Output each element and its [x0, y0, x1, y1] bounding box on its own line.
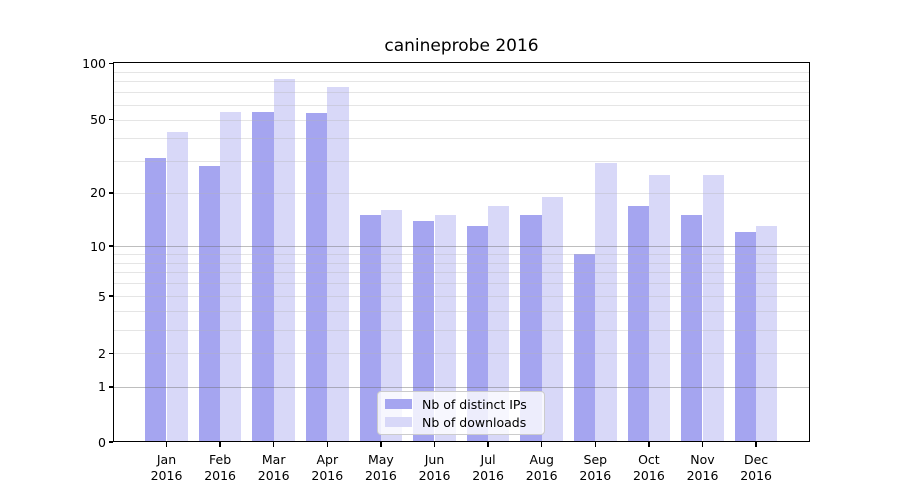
bar-distinct-ips-jan: [145, 158, 167, 442]
x-tick-jun: [433, 442, 436, 447]
x-tick-feb: [219, 442, 221, 447]
gridline-y-50: [113, 119, 810, 121]
bar-distinct-ips-apr: [305, 113, 328, 442]
x-tick-oct: [648, 442, 650, 447]
gridline-y-4: [113, 311, 810, 313]
y-tick-5: [109, 295, 113, 297]
bar-downloads-mar: [273, 79, 296, 442]
legend-label-downloads: Nb of downloads: [422, 414, 527, 430]
y-tick-20: [109, 192, 113, 194]
x-tick-label-sep: Sep 2016: [579, 452, 612, 483]
y-tick-label-5: 5: [98, 288, 106, 304]
legend-item-downloads: Nb of downloads: [385, 415, 537, 430]
y-tick-10: [109, 245, 113, 247]
y-tick-100: [109, 62, 113, 64]
bar-downloads-feb: [220, 111, 242, 442]
gridline-y-30: [113, 160, 810, 162]
x-tick-jan: [165, 442, 168, 447]
gridline-y-80: [113, 81, 810, 83]
gridline-y-40: [113, 137, 810, 139]
x-tick-label-mar: Mar 2016: [257, 452, 290, 483]
legend-swatch-distinct-ips: [385, 399, 412, 409]
gridline-y-20: [113, 192, 810, 194]
x-tick-label-aug: Aug 2016: [525, 452, 558, 483]
legend-item-distinct-ips: Nb of distinct IPs: [385, 397, 537, 412]
bar-downloads-oct: [648, 175, 671, 442]
bar-downloads-aug: [541, 196, 564, 442]
x-tick-aug: [540, 442, 543, 447]
y-tick-1: [109, 386, 113, 388]
bar-downloads-nov: [702, 175, 724, 442]
y-tick-2: [109, 352, 113, 355]
x-tick-label-jan: Jan 2016: [150, 452, 183, 483]
x-tick-label-apr: Apr 2016: [311, 452, 344, 483]
chart-title: canineprobe 2016: [384, 36, 539, 56]
legend-swatch-downloads: [385, 417, 412, 427]
bar-downloads-jul: [488, 205, 510, 442]
bar-distinct-ips-nov: [681, 215, 703, 442]
bar-downloads-jan: [166, 131, 188, 442]
x-tick-label-jul: Jul 2016: [472, 452, 504, 483]
y-tick-label-0: 0: [98, 434, 106, 450]
bar-distinct-ips-sep: [573, 254, 596, 442]
x-tick-label-may: May 2016: [364, 452, 397, 483]
x-tick-label-oct: Oct 2016: [632, 452, 665, 483]
y-tick-label-2: 2: [98, 345, 106, 361]
gridline-y-7: [113, 272, 810, 274]
y-tick-50: [109, 118, 113, 121]
gridline-y-10: [113, 246, 810, 248]
gridline-y-5: [113, 296, 810, 298]
gridline-y-6: [113, 283, 810, 285]
legend: Nb of distinct IPs Nb of downloads: [377, 391, 545, 435]
x-tick-may: [380, 442, 382, 447]
y-tick-label-20: 20: [90, 185, 106, 201]
gridline-y-9: [113, 254, 810, 256]
gridline-y-3: [113, 329, 810, 331]
x-tick-label-jun: Jun 2016: [418, 452, 451, 483]
gridline-y-8: [113, 262, 810, 264]
y-tick-label-100: 100: [82, 55, 106, 71]
bar-distinct-ips-feb: [198, 166, 221, 442]
bar-distinct-ips-aug: [520, 215, 542, 442]
x-tick-mar: [272, 442, 275, 447]
gridline-y-2: [113, 353, 810, 355]
x-tick-sep: [594, 442, 597, 447]
gridline-y-90: [113, 71, 810, 73]
gridline-y-60: [113, 104, 810, 106]
bar-distinct-ips-jul: [466, 226, 489, 442]
x-tick-jul: [487, 442, 489, 447]
bar-downloads-dec: [756, 226, 778, 442]
y-tick-label-1: 1: [98, 379, 106, 395]
x-tick-apr: [326, 442, 329, 447]
bar-distinct-ips-jun: [413, 220, 435, 442]
x-tick-label-feb: Feb 2016: [204, 452, 236, 483]
bar-downloads-apr: [327, 86, 349, 442]
y-tick-0: [109, 441, 113, 443]
bar-downloads-jun: [434, 215, 456, 442]
y-tick-label-10: 10: [90, 238, 106, 254]
gridline-y-70: [113, 92, 810, 94]
x-tick-dec: [755, 442, 757, 447]
bar-distinct-ips-may: [359, 215, 381, 442]
bar-distinct-ips-dec: [734, 232, 757, 442]
x-tick-label-nov: Nov 2016: [686, 452, 719, 483]
y-tick-label-50: 50: [90, 112, 106, 128]
gridline-y-1: [113, 386, 810, 388]
x-tick-nov: [701, 442, 704, 447]
x-tick-label-dec: Dec 2016: [740, 452, 772, 483]
legend-label-distinct-ips: Nb of distinct IPs: [422, 396, 527, 412]
bar-distinct-ips-oct: [627, 205, 649, 442]
bar-downloads-may: [380, 210, 403, 442]
bar-distinct-ips-mar: [252, 111, 274, 442]
bar-downloads-sep: [595, 163, 617, 442]
